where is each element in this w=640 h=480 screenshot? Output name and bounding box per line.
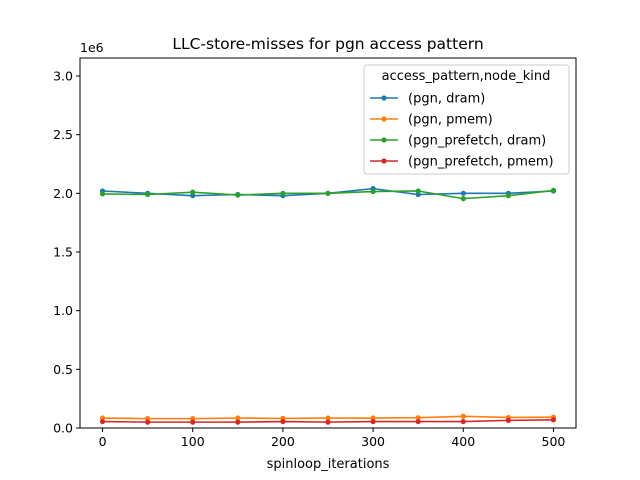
legend-label: (pgn, dram) <box>408 92 485 107</box>
y-tick-label: 0.0 <box>53 421 73 436</box>
data-point <box>370 418 376 425</box>
x-tick-label: 100 <box>181 434 205 449</box>
data-point <box>550 187 557 193</box>
data-point <box>505 417 511 423</box>
x-tick-label: 300 <box>361 434 385 449</box>
series-2 <box>99 187 557 202</box>
legend-marker <box>381 158 387 164</box>
x-tick-label: 400 <box>451 434 475 449</box>
data-point <box>190 189 196 195</box>
y-axis: 0.0 0.5 1.0 1.5 2.0 2.5 3.0 <box>53 69 80 436</box>
plot-area <box>99 186 557 425</box>
x-tick-label: 200 <box>271 434 295 449</box>
chart-title: LLC-store-misses for pgn access pattern <box>172 35 483 53</box>
x-axis-label: spinloop_iterations <box>267 457 390 472</box>
x-tick-label: 0 <box>99 434 107 449</box>
y-tick-label: 0.5 <box>53 362 73 377</box>
y-tick-label: 2.5 <box>53 127 73 142</box>
data-point <box>505 193 511 199</box>
legend-label: (pgn, pmem) <box>408 113 493 128</box>
data-point <box>235 419 241 425</box>
data-point <box>190 419 196 425</box>
legend-item: (pgn_prefetch, dram) <box>370 134 546 149</box>
y-tick-label: 2.0 <box>53 186 73 201</box>
data-point <box>325 190 331 196</box>
data-point <box>145 419 151 425</box>
data-point <box>145 191 151 198</box>
legend-box <box>363 64 570 175</box>
legend-marker <box>381 137 387 143</box>
data-point <box>280 418 286 425</box>
y-tick-label: 3.0 <box>53 69 73 84</box>
plot-frame <box>79 57 577 429</box>
data-point <box>99 418 106 425</box>
legend-item: (pgn_prefetch, pmem) <box>370 155 554 170</box>
data-point <box>460 196 466 202</box>
data-point <box>460 190 466 196</box>
legend-item: (pgn, pmem) <box>370 113 493 128</box>
legend-marker <box>381 95 387 101</box>
data-point <box>460 413 466 419</box>
legend-label: (pgn_prefetch, dram) <box>408 134 546 149</box>
data-point <box>415 415 421 421</box>
data-point <box>280 190 286 196</box>
legend-marker <box>381 116 387 122</box>
data-point <box>325 419 331 425</box>
y-offset-label: 1e6 <box>80 40 104 55</box>
x-tick-label: 500 <box>542 434 566 449</box>
legend-item: (pgn, dram) <box>370 92 485 107</box>
x-axis: 0 100 200 300 400 500 <box>99 428 566 449</box>
data-point <box>99 191 106 197</box>
y-tick-label: 1.5 <box>53 245 73 260</box>
data-point <box>550 417 557 423</box>
data-point <box>370 188 376 195</box>
data-point <box>460 418 466 425</box>
data-point <box>415 418 421 425</box>
data-point <box>235 415 241 421</box>
series-3 <box>99 417 557 425</box>
y-tick-label: 1.0 <box>53 303 73 318</box>
data-point <box>235 192 241 198</box>
data-point <box>325 415 331 421</box>
legend: access_pattern,node_kind (pgn, dram) (pgn… <box>363 64 570 175</box>
legend-title: access_pattern,node_kind <box>382 69 551 84</box>
legend-label: (pgn_prefetch, pmem) <box>408 155 554 170</box>
data-point <box>415 188 421 194</box>
